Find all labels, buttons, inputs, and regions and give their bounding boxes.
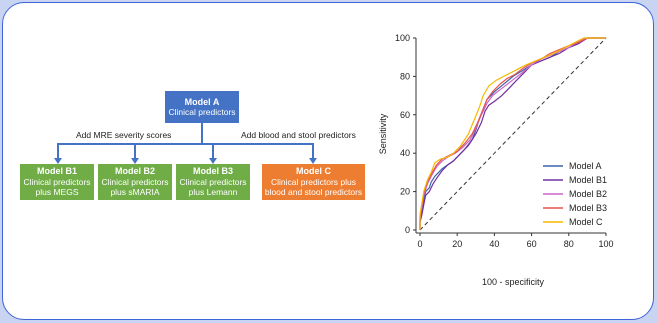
chart-legend: Model A Model B1 Model B2 Model B3 Model C — [543, 161, 607, 227]
y-tick-label: 40 — [400, 148, 410, 158]
branch-label-mre: Add MRE severity scores — [76, 130, 172, 140]
legend-label: Model B1 — [569, 175, 607, 185]
roc-curve-model-b3 — [419, 37, 606, 230]
y-tick-label: 100 — [395, 33, 410, 43]
roc-curve-model-c — [419, 37, 606, 230]
connector-c — [312, 143, 314, 159]
model-b2-box: Model B2 Clinical predictors plus sMARIA — [98, 164, 172, 200]
model-b3-title: Model B3 — [192, 166, 233, 177]
chart-axes — [415, 38, 606, 234]
legend-label: Model C — [569, 217, 603, 227]
legend-label: Model B3 — [569, 203, 607, 213]
model-b3-line2: plus Lemann — [188, 187, 238, 198]
x-tick-label: 40 — [489, 239, 499, 249]
model-b1-line1: Clinical predictors — [23, 176, 91, 187]
model-b3-box: Model B3 Clinical predictors plus Lemann — [176, 164, 250, 200]
model-b1-line2: plus MEGS — [35, 187, 79, 198]
model-b1-title: Model B1 — [36, 166, 77, 177]
model-c-box: Model C Clinical predictors plus blood a… — [262, 164, 365, 200]
connector-arrowheads — [54, 158, 317, 164]
model-a-subtitle: Clinical predictors — [168, 107, 236, 117]
x-tick-label: 100 — [598, 239, 613, 249]
connector-b1 — [57, 143, 59, 159]
model-b3-line1: Clinical predictors — [179, 176, 247, 187]
model-b1-box: Model B1 Clinical predictors plus MEGS — [20, 164, 94, 200]
roc-chart: 0 20 40 60 80 100 0 20 40 60 80 100 Model A Model B1… — [378, 33, 614, 287]
model-a-title: Model A — [184, 96, 220, 107]
model-c-line2: blood and stool predictors — [264, 187, 363, 198]
x-tick-label: 0 — [417, 239, 422, 249]
legend-label: Model B2 — [569, 189, 607, 199]
roc-curve-model-b1 — [419, 37, 606, 230]
y-tick-label: 20 — [400, 187, 410, 197]
y-tick-label: 0 — [405, 225, 410, 235]
branch-label-blood-stool: Add blood and stool predictors — [241, 130, 356, 140]
x-tick-label: 60 — [527, 239, 537, 249]
model-c-line1: Clinical predictors plus — [270, 176, 357, 187]
model-c-title: Model C — [296, 166, 331, 177]
x-tick-label: 80 — [564, 239, 574, 249]
y-axis-label: Sensitivity — [378, 113, 388, 154]
chart-ticks: 0 20 40 60 80 100 0 20 40 60 80 100 — [395, 33, 614, 249]
connector-b3 — [212, 143, 214, 159]
model-a-box: Model A Clinical predictors — [165, 91, 239, 123]
y-tick-label: 80 — [400, 71, 410, 81]
y-tick-label: 60 — [400, 110, 410, 120]
connector-horizontal — [57, 143, 314, 145]
connector-b2 — [134, 143, 136, 159]
model-b2-line2: plus sMARIA — [110, 187, 160, 198]
model-b2-title: Model B2 — [114, 166, 155, 177]
x-axis-label: 100 - specificity — [482, 277, 545, 287]
chart-series — [419, 37, 606, 230]
reference-diagonal — [419, 37, 607, 231]
connector-trunk — [201, 123, 203, 144]
x-tick-label: 20 — [452, 239, 462, 249]
figure-card: Model A Clinical predictors Add MRE seve… — [2, 2, 654, 320]
legend-label: Model A — [569, 161, 602, 171]
model-b2-line1: Clinical predictors — [101, 176, 169, 187]
